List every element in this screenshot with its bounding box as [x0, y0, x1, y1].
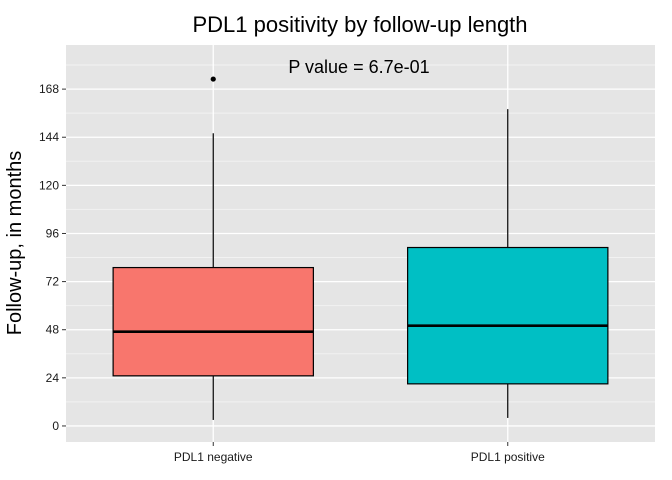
box-pdl1-positive: [407, 109, 609, 418]
box-pdl1-negative: [112, 76, 314, 420]
chart-title: PDL1 positivity by follow-up length: [192, 12, 527, 37]
y-tick-label: 120: [39, 178, 59, 192]
y-tick-label: 48: [46, 323, 60, 337]
y-tick-label: 144: [39, 130, 59, 144]
outlier-point: [210, 76, 216, 82]
p-value-annotation: P value = 6.7e-01: [288, 57, 429, 77]
boxes: [112, 76, 609, 420]
interquartile-box: [407, 246, 609, 385]
y-tick-label: 0: [52, 419, 59, 433]
y-tick-label: 96: [46, 226, 60, 240]
y-axis-ticks: 0 24 48 72 96 120 144 168: [39, 82, 66, 433]
x-tick-label: PDL1 negative: [174, 450, 253, 464]
y-tick-label: 72: [46, 275, 60, 289]
x-tick-label: PDL1 positive: [471, 450, 545, 464]
y-axis-title: Follow-up, in months: [4, 151, 26, 336]
interquartile-box: [112, 266, 314, 377]
y-tick-label: 24: [46, 371, 60, 385]
y-tick-label: 168: [39, 82, 59, 96]
x-axis-ticks: PDL1 negative PDL1 positive: [174, 442, 545, 464]
